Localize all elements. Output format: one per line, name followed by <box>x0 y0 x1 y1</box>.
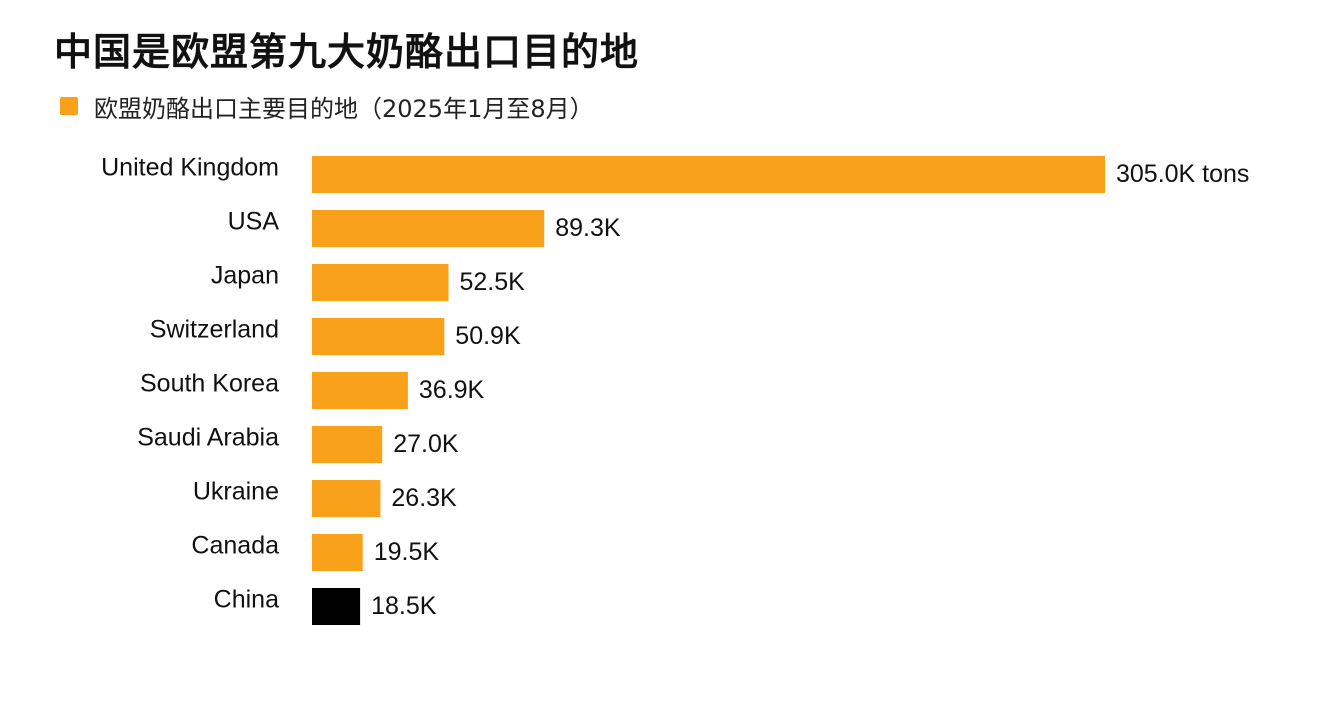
chart-title: 中国是欧盟第九大奶酪出口目的地 <box>54 30 640 74</box>
legend-swatch <box>60 97 78 115</box>
legend-label: 欧盟奶酪出口主要目的地（2025年1月至8月） <box>94 94 594 123</box>
value-label-china: 18.5K <box>371 592 437 620</box>
category-label-usa: USA <box>228 208 280 236</box>
value-label-japan: 52.5K <box>460 268 526 296</box>
category-label-united-kingdom: United Kingdom <box>101 154 279 182</box>
bar-ukraine <box>312 480 381 517</box>
category-label-canada: Canada <box>191 532 279 560</box>
category-label-south-korea: South Korea <box>140 370 279 398</box>
bar-japan <box>312 264 449 301</box>
category-label-japan: Japan <box>211 262 279 290</box>
bar-south-korea <box>312 372 408 409</box>
category-label-saudi-arabia: Saudi Arabia <box>137 424 279 452</box>
bar-canada <box>312 534 363 571</box>
value-label-usa: 89.3K <box>555 214 621 242</box>
value-label-switzerland: 50.9K <box>455 322 521 350</box>
legend: 欧盟奶酪出口主要目的地（2025年1月至8月） <box>60 88 594 124</box>
value-label-canada: 19.5K <box>374 538 440 566</box>
category-label-china: China <box>214 586 279 614</box>
category-label-ukraine: Ukraine <box>193 478 279 506</box>
value-label-united-kingdom: 305.0K tons <box>1116 160 1249 188</box>
category-label-switzerland: Switzerland <box>150 316 279 344</box>
value-label-south-korea: 36.9K <box>419 376 485 404</box>
bar-usa <box>312 210 545 247</box>
value-label-ukraine: 26.3K <box>391 484 457 512</box>
bar-switzerland <box>312 318 445 355</box>
value-label-saudi-arabia: 27.0K <box>393 430 459 458</box>
bar-saudi-arabia <box>312 426 383 463</box>
bar-china <box>312 588 361 625</box>
bar-united-kingdom <box>312 156 1105 193</box>
